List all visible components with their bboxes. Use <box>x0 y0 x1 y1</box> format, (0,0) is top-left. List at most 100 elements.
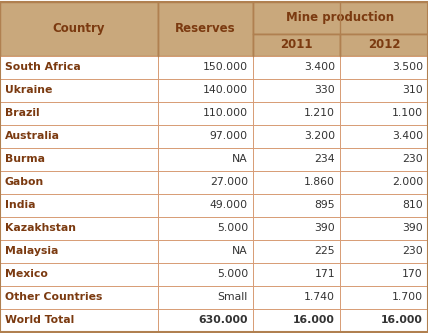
Bar <box>340 262 428 285</box>
Text: 140.000: 140.000 <box>203 85 248 95</box>
Text: 3.200: 3.200 <box>304 131 335 141</box>
Bar <box>340 102 428 125</box>
Bar <box>0 308 158 331</box>
Text: 170: 170 <box>402 269 423 279</box>
Bar <box>253 285 340 308</box>
Bar <box>158 308 253 331</box>
Bar <box>253 2 428 34</box>
Text: 5.000: 5.000 <box>217 223 248 233</box>
Text: 2012: 2012 <box>368 38 400 51</box>
Bar <box>253 193 340 216</box>
Text: 1.860: 1.860 <box>304 177 335 187</box>
Text: 225: 225 <box>315 246 335 256</box>
Bar <box>158 125 253 148</box>
Text: Burma: Burma <box>5 154 45 164</box>
Text: India: India <box>5 200 36 210</box>
Text: 3.400: 3.400 <box>304 62 335 72</box>
Bar <box>340 56 428 79</box>
Bar <box>158 56 253 79</box>
Text: Kazakhstan: Kazakhstan <box>5 223 76 233</box>
Bar <box>0 102 158 125</box>
Bar <box>340 79 428 102</box>
Text: 3.500: 3.500 <box>392 62 423 72</box>
Text: Reserves: Reserves <box>175 22 236 35</box>
Bar <box>158 2 253 56</box>
Text: 1.740: 1.740 <box>304 292 335 302</box>
Text: 1.700: 1.700 <box>392 292 423 302</box>
Text: 810: 810 <box>402 200 423 210</box>
Bar <box>0 79 158 102</box>
Text: Malaysia: Malaysia <box>5 246 58 256</box>
Text: 3.400: 3.400 <box>392 131 423 141</box>
Bar <box>0 148 158 170</box>
Text: South Africa: South Africa <box>5 62 81 72</box>
Bar <box>253 125 340 148</box>
Bar <box>158 170 253 193</box>
Text: 2011: 2011 <box>280 38 313 51</box>
Text: 16.000: 16.000 <box>381 315 423 325</box>
Bar <box>0 56 158 79</box>
Bar <box>340 239 428 262</box>
Bar <box>340 34 428 56</box>
Bar <box>340 148 428 170</box>
Text: NA: NA <box>232 154 248 164</box>
Text: Small: Small <box>218 292 248 302</box>
Text: Brazil: Brazil <box>5 108 40 118</box>
Bar <box>253 170 340 193</box>
Text: Mine production: Mine production <box>286 11 395 24</box>
Text: 49.000: 49.000 <box>210 200 248 210</box>
Bar <box>0 193 158 216</box>
Text: 330: 330 <box>314 85 335 95</box>
Bar <box>0 170 158 193</box>
Bar <box>253 79 340 102</box>
Bar <box>0 239 158 262</box>
Bar <box>0 125 158 148</box>
Text: 234: 234 <box>315 154 335 164</box>
Text: 390: 390 <box>314 223 335 233</box>
Bar <box>158 193 253 216</box>
Bar <box>253 102 340 125</box>
Bar <box>0 2 158 56</box>
Bar <box>158 216 253 239</box>
Text: 110.000: 110.000 <box>203 108 248 118</box>
Text: 97.000: 97.000 <box>210 131 248 141</box>
Text: World Total: World Total <box>5 315 74 325</box>
Bar <box>0 262 158 285</box>
Bar <box>340 285 428 308</box>
Bar <box>0 216 158 239</box>
Text: Mexico: Mexico <box>5 269 48 279</box>
Text: 27.000: 27.000 <box>210 177 248 187</box>
Text: 1.210: 1.210 <box>304 108 335 118</box>
Bar <box>253 56 340 79</box>
Text: 2.000: 2.000 <box>392 177 423 187</box>
Text: 1.100: 1.100 <box>392 108 423 118</box>
Text: 390: 390 <box>402 223 423 233</box>
Bar <box>340 216 428 239</box>
Bar <box>158 239 253 262</box>
Bar <box>253 34 340 56</box>
Bar <box>253 148 340 170</box>
Bar <box>158 262 253 285</box>
Text: 150.000: 150.000 <box>203 62 248 72</box>
Text: NA: NA <box>232 246 248 256</box>
Bar <box>253 216 340 239</box>
Text: Other Countries: Other Countries <box>5 292 102 302</box>
Text: Australia: Australia <box>5 131 60 141</box>
Bar <box>0 285 158 308</box>
Bar <box>340 193 428 216</box>
Text: 230: 230 <box>402 154 423 164</box>
Text: 230: 230 <box>402 246 423 256</box>
Text: 16.000: 16.000 <box>293 315 335 325</box>
Bar <box>253 262 340 285</box>
Bar <box>340 125 428 148</box>
Bar <box>158 148 253 170</box>
Text: 5.000: 5.000 <box>217 269 248 279</box>
Bar <box>253 239 340 262</box>
Text: Gabon: Gabon <box>5 177 44 187</box>
Text: Country: Country <box>53 22 105 35</box>
Bar <box>158 79 253 102</box>
Bar <box>340 308 428 331</box>
Text: 895: 895 <box>315 200 335 210</box>
Text: Ukraine: Ukraine <box>5 85 52 95</box>
Text: 310: 310 <box>402 85 423 95</box>
